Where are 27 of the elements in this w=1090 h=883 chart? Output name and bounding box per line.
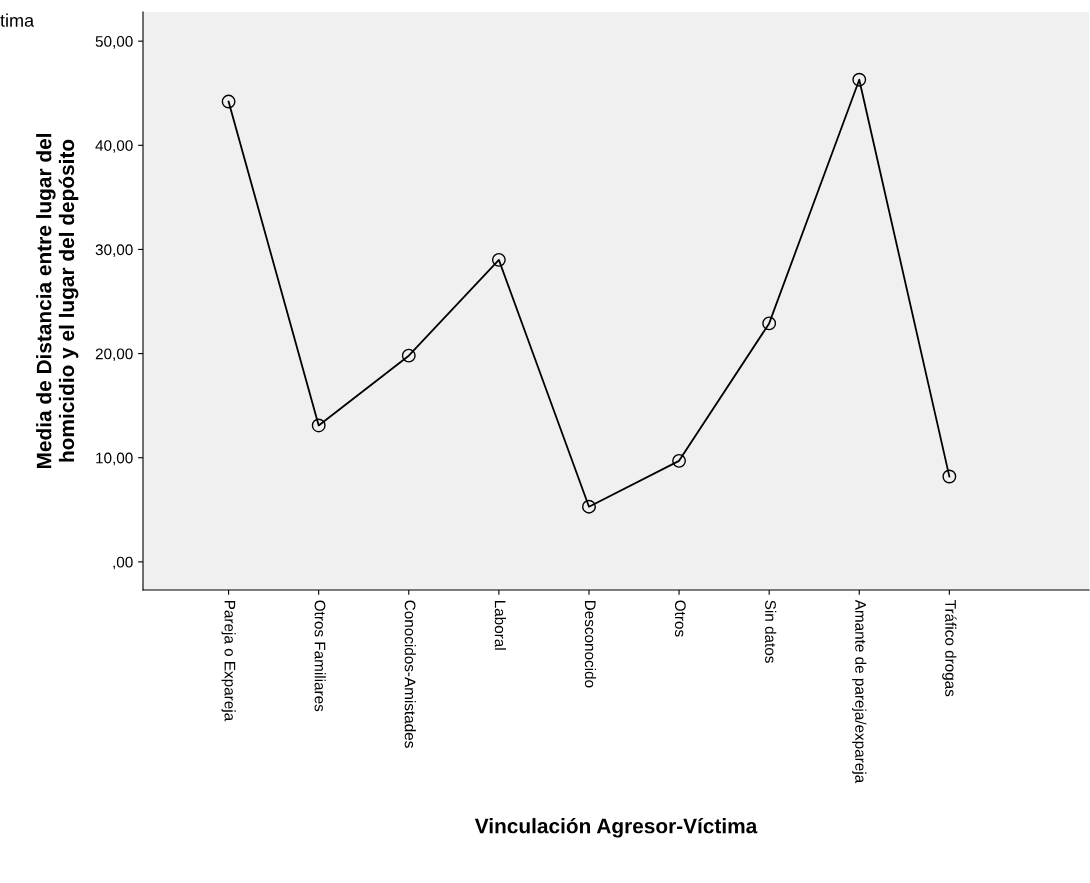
point (762, 316, 777, 331)
x-tick-label: Conocidos-Amistades (404, 600, 416, 748)
x-tick-label: Desconocido (584, 600, 597, 688)
y-tick-label: 40,00 (95, 140, 133, 153)
x-tick-label: Amante de pareja/expareja (852, 599, 867, 784)
point (311, 418, 326, 433)
y-axis-title: Media de Distancia entre lugar del homicidio y el lugar del depósito (36, 134, 79, 469)
point (852, 72, 867, 87)
point (582, 499, 596, 514)
point (672, 453, 687, 468)
y-tick-label: 50,00 (95, 36, 133, 49)
x-tick-label: Otros (674, 600, 686, 637)
y-tick-label: 20,00 (95, 348, 133, 362)
point (221, 94, 236, 109)
x-tick-label: Otros Familiares (314, 600, 326, 712)
point (401, 348, 416, 363)
x-tick-label: Laboral (494, 600, 506, 650)
text: tima (0, 13, 35, 27)
x-tick-label: Tráfico drogas (942, 600, 957, 697)
y-tick-label: ,00 (113, 556, 133, 570)
y-tick-label: 10,00 (96, 452, 133, 466)
point (491, 252, 506, 267)
x-axis-title: Vinculación Agresor-Víctima (474, 817, 758, 838)
y-tick-label: 30,00 (95, 244, 133, 257)
point (942, 469, 957, 484)
x-tick-label: Pareja o Expareja (221, 600, 236, 722)
x-tick-label: Sin datos (765, 600, 777, 663)
